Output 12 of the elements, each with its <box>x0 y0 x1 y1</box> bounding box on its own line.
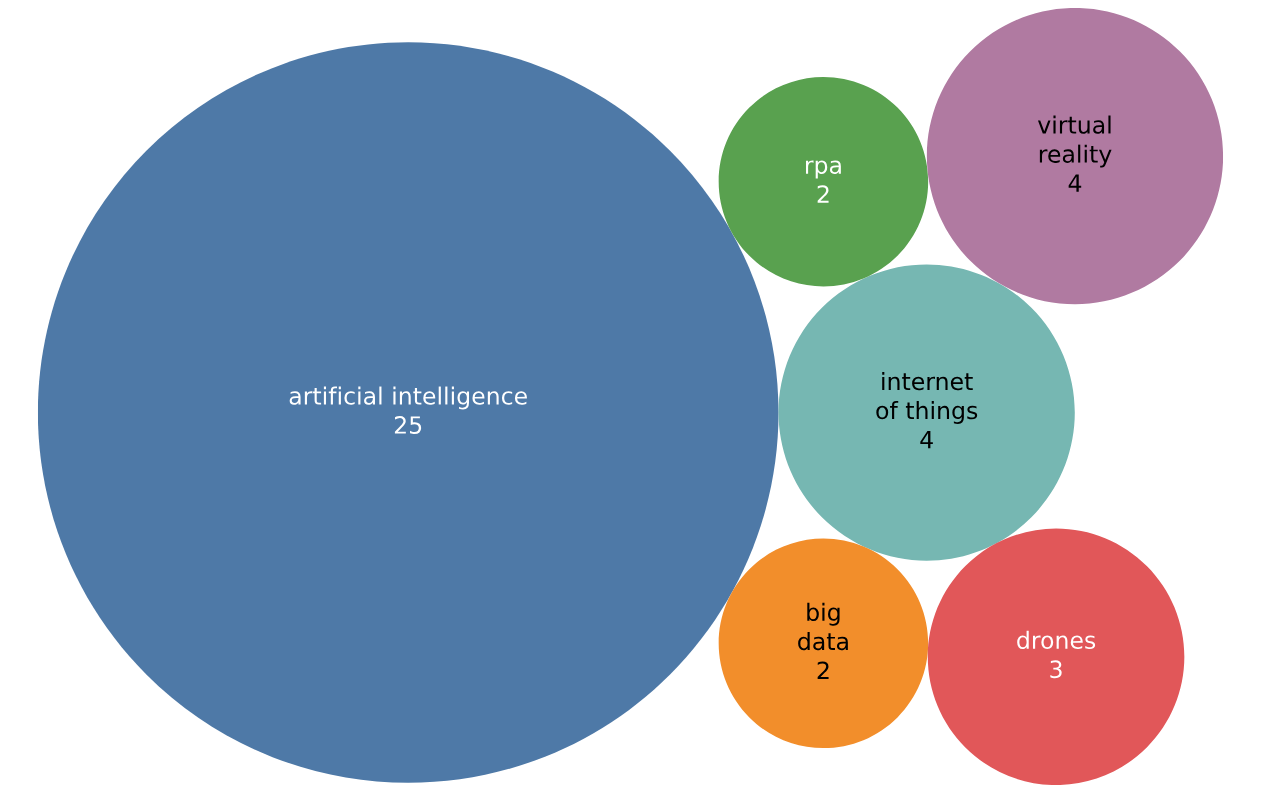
data-label: 25 <box>394 416 422 434</box>
category-label: virtual reality <box>1037 115 1112 168</box>
category-label: internet of things <box>876 371 978 424</box>
data-label: 2 <box>817 185 829 203</box>
category-label: drones <box>1017 630 1096 650</box>
category-label: big data <box>798 602 848 651</box>
data-label: 4 <box>1068 174 1082 192</box>
data-label: 2 <box>817 661 829 680</box>
data-label: 3 <box>1050 660 1062 679</box>
category-label: artificial intelligence <box>289 386 527 410</box>
data-label: 4 <box>920 430 933 449</box>
category-label: rpa <box>805 160 841 179</box>
